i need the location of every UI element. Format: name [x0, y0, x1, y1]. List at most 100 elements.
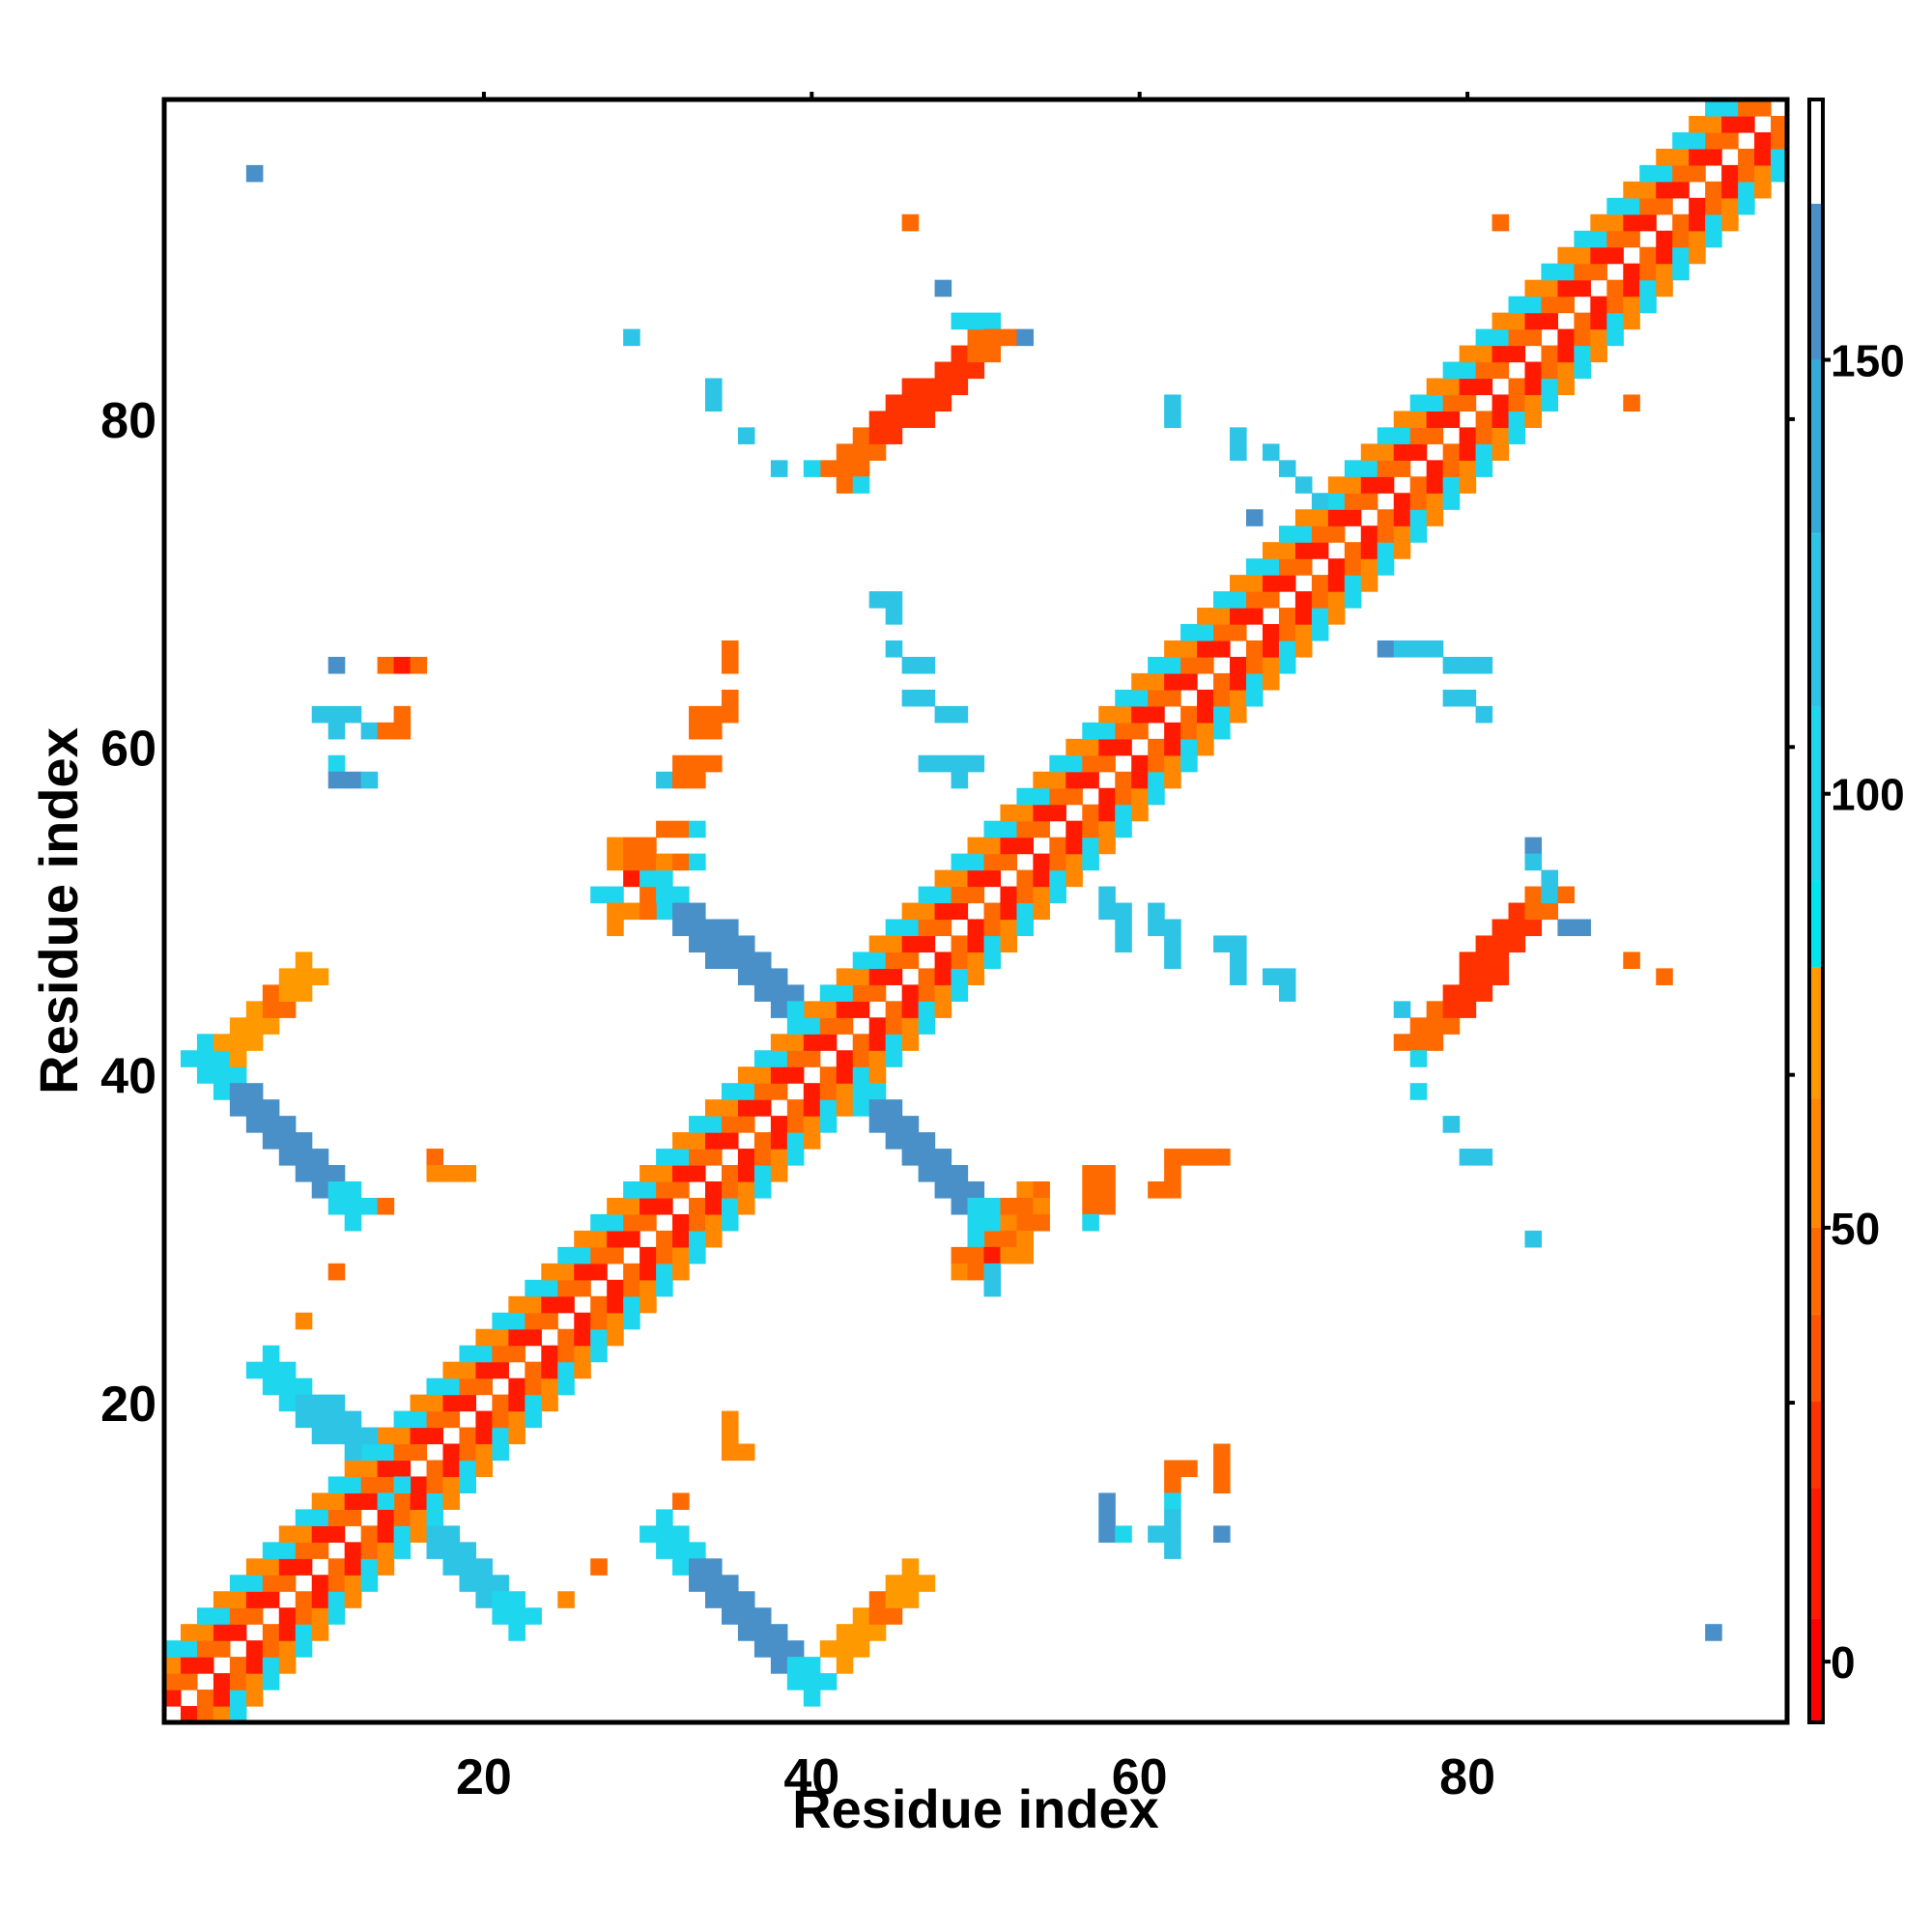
- heatmap-cell: [1148, 1181, 1165, 1199]
- heatmap-cell: [672, 820, 690, 838]
- heatmap-cell: [721, 1197, 739, 1215]
- plot-frame: [161, 97, 1790, 1725]
- heatmap-cell: [1164, 1149, 1181, 1166]
- heatmap-cell: [1524, 312, 1543, 330]
- heatmap-cell: [737, 1083, 755, 1100]
- heatmap-cell: [934, 1165, 952, 1182]
- heatmap-cell: [885, 411, 903, 428]
- heatmap-cell: [803, 1690, 821, 1707]
- heatmap-cell: [607, 1295, 624, 1314]
- heatmap-cell: [1426, 640, 1444, 658]
- heatmap-cell: [344, 1443, 362, 1462]
- heatmap-cell: [475, 1328, 493, 1347]
- heatmap-cell: [1098, 722, 1116, 740]
- heatmap-cell: [1738, 99, 1755, 117]
- heatmap-cell: [1082, 804, 1099, 822]
- heatmap-cell: [983, 935, 1002, 953]
- heatmap-cell: [737, 935, 755, 953]
- heatmap-cell: [1115, 820, 1132, 838]
- heatmap-cell: [1033, 771, 1050, 789]
- heatmap-cell: [360, 1197, 379, 1215]
- heatmap-cell: [1656, 263, 1673, 281]
- heatmap-cell: [1197, 705, 1214, 724]
- heatmap-cell: [426, 1460, 444, 1478]
- heatmap-cell: [1492, 919, 1510, 937]
- heatmap-cell: [983, 1279, 1002, 1297]
- heatmap-cell: [705, 1197, 723, 1215]
- heatmap-cell: [541, 1378, 558, 1396]
- heatmap-cell: [426, 1165, 444, 1182]
- heatmap-cell: [492, 1591, 509, 1608]
- heatmap-cell: [1393, 526, 1411, 543]
- heatmap-cell: [557, 1345, 575, 1363]
- heatmap-cell: [1705, 115, 1722, 133]
- heatmap-cell: [852, 1050, 870, 1067]
- heatmap-cell: [1230, 952, 1247, 969]
- heatmap-cell: [836, 1001, 854, 1018]
- heatmap-cell: [492, 1394, 509, 1412]
- heatmap-cell: [245, 1083, 264, 1100]
- heatmap-cell: [868, 1050, 887, 1067]
- heatmap-cell: [672, 1246, 690, 1264]
- heatmap-cell: [1377, 427, 1395, 444]
- heatmap-cell: [885, 935, 903, 953]
- heatmap-cell: [1000, 837, 1018, 855]
- heatmap-cell: [1360, 443, 1378, 461]
- heatmap-cell: [656, 1230, 673, 1248]
- heatmap-cell: [1197, 738, 1214, 756]
- heatmap-cell: [623, 1213, 640, 1232]
- heatmap-cell: [656, 1197, 673, 1215]
- heatmap-cell: [180, 1624, 198, 1641]
- heatmap-cell: [1557, 328, 1575, 347]
- heatmap-cell: [983, 952, 1002, 969]
- heatmap-cell: [1180, 640, 1198, 658]
- heatmap-cell: [1164, 1476, 1181, 1494]
- heatmap-cell: [508, 1591, 526, 1608]
- heatmap-cell: [410, 1410, 428, 1429]
- heatmap-cell: [1541, 263, 1559, 281]
- heatmap-cell: [786, 1640, 805, 1658]
- heatmap-cell: [967, 1263, 985, 1281]
- heatmap-cell: [344, 1476, 362, 1494]
- heatmap-cell: [229, 1017, 247, 1035]
- colorbar-segment: [1809, 359, 1823, 534]
- heatmap-cell: [1409, 443, 1428, 461]
- heatmap-cell: [1294, 509, 1313, 526]
- heatmap-cell: [1033, 787, 1050, 806]
- heatmap-cell: [278, 984, 297, 1002]
- heatmap-cell: [1016, 1213, 1034, 1232]
- heatmap-cell: [639, 886, 657, 904]
- heatmap-cell: [1230, 689, 1247, 707]
- heatmap-cell: [459, 1378, 477, 1396]
- heatmap-cell: [934, 705, 952, 724]
- heatmap-cell: [607, 1230, 624, 1248]
- heatmap-cell: [786, 1001, 805, 1018]
- heatmap-cell: [836, 1066, 854, 1084]
- heatmap-cell: [656, 1542, 673, 1559]
- heatmap-cell: [1327, 575, 1346, 592]
- x-axis: 20 40 60 80: [456, 92, 1495, 1805]
- heatmap-cell: [656, 1246, 673, 1264]
- heatmap-cell: [1409, 1017, 1428, 1035]
- heatmap-cell: [1508, 427, 1526, 444]
- heatmap-cell: [213, 1690, 231, 1707]
- heatmap-cell: [868, 427, 887, 444]
- heatmap-cell: [1065, 754, 1083, 773]
- heatmap-cell: [442, 1558, 461, 1576]
- heatmap-cell: [311, 1165, 329, 1182]
- heatmap-cell: [1442, 361, 1461, 380]
- heatmap-cell: [327, 754, 346, 773]
- heatmap-cell: [1541, 279, 1559, 298]
- heatmap-cell: [229, 1099, 247, 1117]
- heatmap-cell: [1246, 608, 1264, 625]
- heatmap-cell: [689, 935, 706, 953]
- heatmap-cell: [1115, 902, 1132, 921]
- heatmap-cell: [786, 1673, 805, 1690]
- heatmap-cell: [1197, 722, 1214, 740]
- heatmap-cell: [393, 1443, 412, 1462]
- heatmap-cell: [1672, 164, 1690, 183]
- heatmap-cell: [1213, 935, 1231, 953]
- heatmap-cell: [590, 1328, 608, 1347]
- heatmap-cell: [983, 869, 1002, 888]
- heatmap-cell: [689, 754, 706, 773]
